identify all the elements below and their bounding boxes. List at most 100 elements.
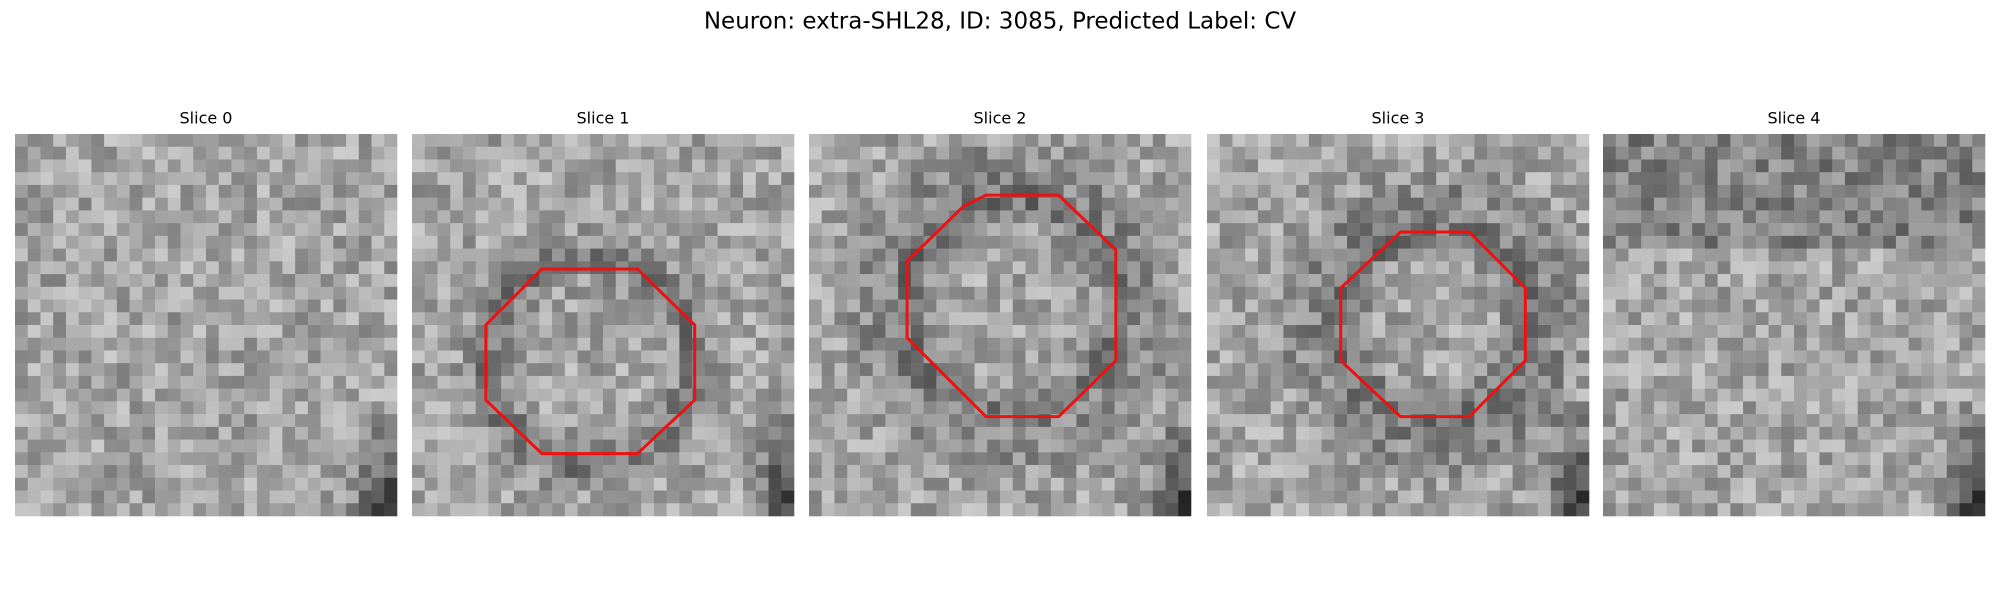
pixel bbox=[755, 197, 769, 211]
pixel bbox=[1550, 503, 1564, 517]
pixel bbox=[1347, 299, 1361, 313]
pixel bbox=[936, 223, 950, 237]
pixel bbox=[475, 134, 489, 148]
pixel bbox=[1347, 490, 1361, 504]
pixel bbox=[1870, 286, 1884, 300]
pixel bbox=[1245, 388, 1259, 402]
pixel bbox=[564, 401, 578, 415]
pixel bbox=[358, 439, 372, 453]
pixel bbox=[898, 235, 912, 249]
pixel bbox=[590, 235, 604, 249]
pixel bbox=[653, 172, 667, 186]
pixel bbox=[155, 159, 169, 173]
pixel bbox=[206, 223, 220, 237]
pixel bbox=[1704, 325, 1718, 339]
pixel bbox=[1474, 363, 1488, 377]
pixel bbox=[1347, 248, 1361, 262]
pixel bbox=[1321, 134, 1335, 148]
pixel bbox=[437, 503, 451, 517]
pixel bbox=[1101, 312, 1115, 326]
pixel bbox=[1666, 465, 1680, 479]
pixel bbox=[371, 452, 385, 466]
pixel bbox=[910, 465, 924, 479]
pixel bbox=[834, 439, 848, 453]
pixel bbox=[27, 375, 41, 389]
pixel bbox=[295, 286, 309, 300]
pixel bbox=[1666, 401, 1680, 415]
pixel bbox=[1730, 490, 1744, 504]
pixel bbox=[577, 197, 591, 211]
pixel bbox=[1883, 414, 1897, 428]
pixel bbox=[1296, 465, 1310, 479]
pixel bbox=[1410, 375, 1424, 389]
pixel bbox=[923, 439, 937, 453]
pixel bbox=[424, 363, 438, 377]
pixel bbox=[603, 197, 617, 211]
pixel bbox=[755, 172, 769, 186]
pixel bbox=[1423, 388, 1437, 402]
pixel bbox=[641, 350, 655, 364]
pixel bbox=[307, 312, 321, 326]
pixel bbox=[564, 312, 578, 326]
pixel bbox=[743, 312, 757, 326]
pixel bbox=[53, 414, 67, 428]
pixel bbox=[180, 401, 194, 415]
pixel bbox=[180, 299, 194, 313]
pixel bbox=[1921, 159, 1935, 173]
pixel bbox=[1101, 503, 1115, 517]
pixel bbox=[1653, 439, 1667, 453]
pixel bbox=[142, 363, 156, 377]
pixel bbox=[371, 325, 385, 339]
pixel bbox=[307, 375, 321, 389]
pixel bbox=[834, 248, 848, 262]
pixel bbox=[564, 146, 578, 160]
pixel bbox=[1140, 312, 1154, 326]
pixel bbox=[40, 350, 54, 364]
pixel bbox=[1063, 312, 1077, 326]
pixel bbox=[1219, 388, 1233, 402]
pixel bbox=[923, 414, 937, 428]
pixel bbox=[1806, 235, 1820, 249]
pixel bbox=[1730, 159, 1744, 173]
pixel bbox=[1000, 261, 1014, 275]
pixel bbox=[1359, 159, 1373, 173]
pixel bbox=[1512, 312, 1526, 326]
pixel bbox=[501, 197, 515, 211]
pixel bbox=[1038, 248, 1052, 262]
pixel bbox=[218, 312, 232, 326]
pixel bbox=[1127, 452, 1141, 466]
pixel bbox=[1038, 337, 1052, 351]
pixel bbox=[1474, 452, 1488, 466]
pixel bbox=[1819, 477, 1833, 491]
pixel bbox=[910, 159, 924, 173]
pixel bbox=[1538, 134, 1552, 148]
pixel bbox=[1781, 235, 1795, 249]
pixel bbox=[1219, 477, 1233, 491]
pixel bbox=[1946, 401, 1960, 415]
pixel bbox=[1127, 350, 1141, 364]
pixel bbox=[1334, 477, 1348, 491]
pixel bbox=[167, 325, 181, 339]
pixel bbox=[412, 477, 426, 491]
pixel bbox=[231, 248, 245, 262]
pixel bbox=[809, 325, 823, 339]
pixel bbox=[564, 299, 578, 313]
pixel bbox=[1334, 197, 1348, 211]
pixel bbox=[1959, 426, 1973, 440]
pixel bbox=[180, 388, 194, 402]
pixel bbox=[1755, 477, 1769, 491]
pixel bbox=[1448, 503, 1462, 517]
pixel bbox=[1000, 146, 1014, 160]
pixel bbox=[1921, 375, 1935, 389]
pixel bbox=[781, 312, 795, 326]
pixel bbox=[1563, 146, 1577, 160]
pixel bbox=[781, 248, 795, 262]
pixel bbox=[1270, 146, 1284, 160]
pixel bbox=[513, 146, 527, 160]
pixel bbox=[91, 159, 105, 173]
pixel bbox=[1512, 248, 1526, 262]
pixel bbox=[206, 274, 220, 288]
pixel bbox=[577, 274, 591, 288]
pixel bbox=[1781, 210, 1795, 224]
pixel bbox=[755, 337, 769, 351]
